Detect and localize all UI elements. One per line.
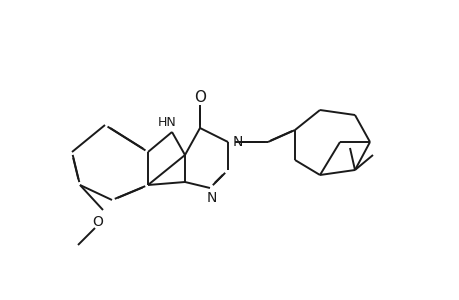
Text: N: N [207, 191, 217, 205]
Text: N: N [233, 135, 243, 149]
Text: O: O [194, 89, 206, 104]
Text: HN: HN [157, 116, 176, 128]
Text: O: O [92, 215, 103, 229]
